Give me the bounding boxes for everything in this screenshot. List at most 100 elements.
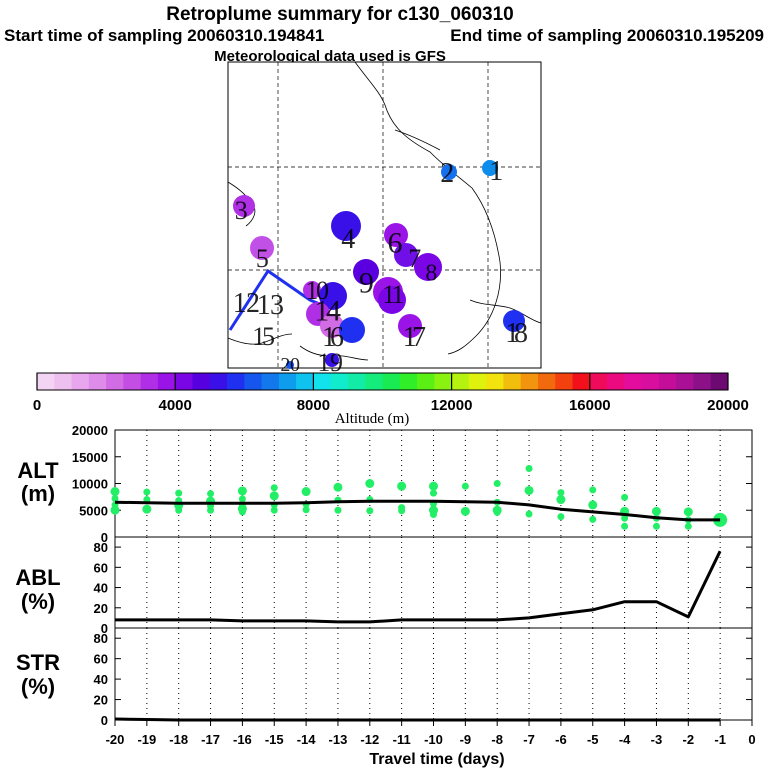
colorbar-cell xyxy=(589,373,608,390)
colorbar-cell xyxy=(607,373,625,390)
x-tick-label: -16 xyxy=(233,732,252,747)
colorbar-cell xyxy=(434,373,452,390)
x-axis-label: Travel time (days) xyxy=(369,751,504,768)
x-tick-label: -12 xyxy=(360,732,379,747)
alt-scatter-point xyxy=(207,506,215,514)
plume-cluster-label: 5 xyxy=(256,244,268,273)
colorbar-cell xyxy=(261,373,280,390)
y-tick-label: 0 xyxy=(101,713,108,728)
plume-cluster-label: 3 xyxy=(235,196,248,225)
alt-scatter-point xyxy=(110,505,120,515)
alt-scatter-point xyxy=(461,482,469,490)
y-tick-label: 60 xyxy=(94,652,108,667)
colorbar-tick-label: 12000 xyxy=(431,397,473,414)
alt-scatter-point xyxy=(270,506,278,514)
x-tick-label: -8 xyxy=(491,732,503,747)
series-line xyxy=(114,499,721,522)
colorbar-cell xyxy=(676,373,694,390)
x-tick-label: -7 xyxy=(523,732,535,747)
x-axis-ticks: -20 -19 -18 -17 -16 -15 -14 -13 -12 -11 -10 -9 -8 -7-… xyxy=(106,720,756,747)
plume-cluster-label: 15 xyxy=(252,322,274,351)
alt-scatter-point xyxy=(110,487,120,497)
alt-scatter-point xyxy=(269,491,279,501)
alt-scatter-point xyxy=(365,479,375,488)
plume-dot xyxy=(286,361,294,369)
series-line xyxy=(115,550,722,624)
colorbar-tick-label: 20000 xyxy=(707,397,749,414)
alt-panel: 20000 15000 10000 5000 0 ALT (m) xyxy=(17,423,753,545)
plume-cluster-label: 9 xyxy=(359,267,373,300)
alt-scatter-point xyxy=(621,522,629,530)
colorbar-cell xyxy=(555,373,573,390)
alt-scatter-point xyxy=(460,506,470,516)
alt-axis-unit: (m) xyxy=(21,481,55,506)
y-tick-label: 40 xyxy=(94,672,108,687)
colorbar-tick-label: 4000 xyxy=(159,397,192,414)
y-tick-label: 20000 xyxy=(72,423,108,438)
colorbar-tick-label: 16000 xyxy=(569,397,611,414)
colorbar-cell xyxy=(330,373,349,390)
x-tick-label: -5 xyxy=(587,732,599,747)
x-tick-label: -18 xyxy=(169,732,188,747)
alt-scatter-point xyxy=(334,506,342,514)
colorbar-cell xyxy=(106,373,124,390)
y-tick-label: 20 xyxy=(94,601,108,616)
y-tick-label: 0 xyxy=(101,530,108,545)
plume-dot xyxy=(394,243,418,267)
colorbar-cell xyxy=(382,373,401,390)
plume-dot xyxy=(398,314,422,338)
colorbar-cell xyxy=(157,373,176,390)
colorbar-cell xyxy=(710,373,729,390)
colorbar-cell xyxy=(175,373,193,390)
alt-scatter-point xyxy=(493,480,501,487)
colorbar-cell xyxy=(537,373,556,390)
colorbar-cell xyxy=(503,373,522,390)
alt-scatter-point xyxy=(493,508,501,516)
plume-cluster-label: 20 xyxy=(280,354,300,376)
plume-cluster-label: 13 xyxy=(257,290,283,321)
str-axis-label: STR xyxy=(16,650,60,675)
alt-scatter-point xyxy=(111,494,119,502)
plume-dot xyxy=(325,353,339,367)
colorbar-cell xyxy=(71,373,90,390)
alt-scatter-point xyxy=(270,484,278,492)
x-tick-label: -13 xyxy=(329,732,348,747)
plume-dot xyxy=(441,164,457,180)
alt-scatter-point xyxy=(175,489,183,497)
plume-dot xyxy=(503,310,525,332)
alt-scatter-point xyxy=(397,481,407,491)
alt-scatter-point xyxy=(175,506,183,514)
str-axis-unit: (%) xyxy=(21,674,55,699)
abl-axis-label: ABL xyxy=(15,565,60,590)
alt-scatter-point xyxy=(589,486,597,494)
colorbar-cell xyxy=(572,373,591,390)
y-tick-label: 5000 xyxy=(79,503,108,518)
alt-axis-label: ALT xyxy=(17,458,59,483)
y-tick-label: 80 xyxy=(94,540,108,555)
x-tick-label: 0 xyxy=(748,732,755,747)
met-data-label: Meteorological data used is GFS xyxy=(214,48,446,65)
alt-scatter-point xyxy=(525,465,533,473)
colorbar-cell xyxy=(658,373,677,390)
alt-scatter-point xyxy=(430,511,437,519)
alt-scatter-point xyxy=(589,515,597,523)
colorbar-tick-label: 0 xyxy=(33,397,41,414)
colorbar-cell xyxy=(693,373,712,390)
plume-dot xyxy=(331,211,361,241)
alt-scatter-point xyxy=(237,486,247,496)
colorbar-cell xyxy=(313,373,332,390)
alt-scatter-point xyxy=(524,485,534,495)
plume-dots xyxy=(233,160,525,369)
abl-axis-unit: (%) xyxy=(21,589,55,614)
alt-scatter-point xyxy=(143,488,151,496)
y-tick-label: 60 xyxy=(94,560,108,575)
y-tick-label: 40 xyxy=(94,581,108,596)
plume-cluster-label: 4 xyxy=(341,224,355,255)
x-tick-label: -17 xyxy=(201,732,220,747)
alt-scatter-point xyxy=(333,482,343,492)
alt-scatter-point xyxy=(652,522,660,530)
plume-cluster-label: 6 xyxy=(388,227,403,260)
colorbar-cell xyxy=(54,373,72,390)
y-tick-label: 15000 xyxy=(72,450,108,465)
